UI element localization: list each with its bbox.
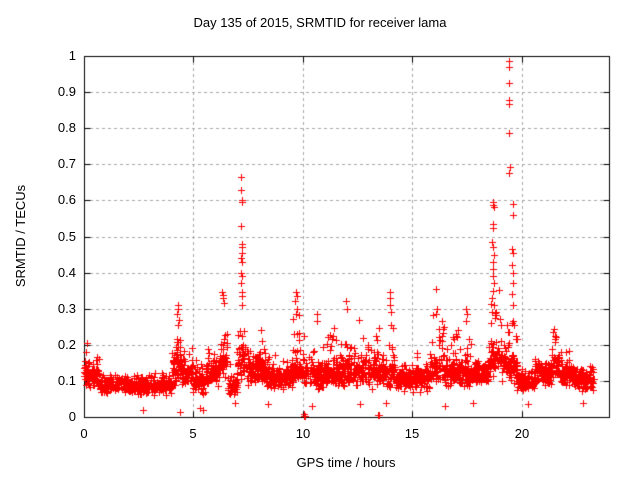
x-axis-label: GPS time / hours [296, 455, 396, 470]
y-tick-label: 0.9 [57, 84, 76, 99]
y-tick-label: 0.5 [57, 229, 76, 244]
x-tick-label: 15 [404, 426, 420, 441]
x-tick-label: 0 [80, 426, 88, 441]
y-tick-label: 0.4 [57, 265, 76, 280]
x-tick-label: 10 [295, 426, 311, 441]
y-tick-label: 0.3 [57, 301, 76, 316]
x-tick-label: 5 [189, 426, 197, 441]
y-tick-label: 1 [68, 48, 76, 63]
y-tick-label: 0.8 [57, 120, 76, 135]
y-tick-label: 0.7 [57, 156, 76, 171]
y-tick-label: 0 [68, 409, 76, 424]
x-tick-label: 20 [514, 426, 530, 441]
chart-title: Day 135 of 2015, SRMTID for receiver lam… [193, 15, 447, 30]
y-tick-label: 0.2 [57, 337, 76, 352]
y-tick-label: 0.1 [57, 373, 76, 388]
y-tick-label: 0.6 [57, 192, 76, 207]
